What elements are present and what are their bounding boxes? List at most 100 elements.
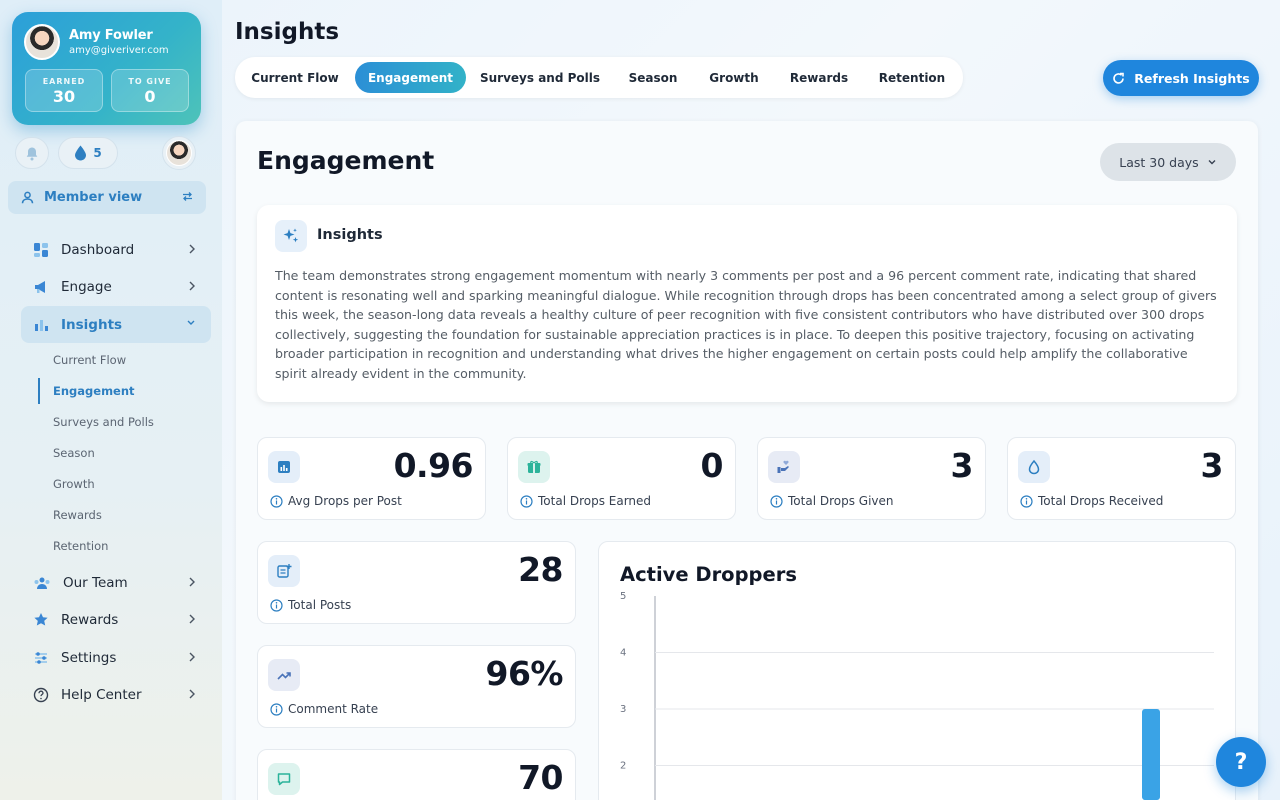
nav-settings[interactable]: Settings	[21, 639, 211, 676]
mini-avatar	[166, 140, 192, 166]
notifications-button[interactable]	[15, 137, 49, 169]
chart-bar[interactable]	[1142, 709, 1160, 800]
y-tick-label: 3	[620, 704, 626, 715]
nav-help-center[interactable]: Help Center	[21, 676, 211, 713]
nav-our-team-label: Our Team	[63, 574, 128, 591]
earned-stat: EARNED 30	[25, 69, 103, 112]
sliders-icon	[35, 651, 47, 664]
profile-avatar-button[interactable]	[162, 136, 196, 170]
tab-rewards[interactable]: Rewards	[789, 70, 849, 85]
subnav-rewards[interactable]: Rewards	[53, 508, 102, 522]
nav-help-center-label: Help Center	[61, 686, 142, 703]
to-give-stat: TO GIVE 0	[111, 69, 189, 112]
chevron-down-icon	[1208, 160, 1216, 165]
user-name: Amy Fowler	[69, 28, 153, 43]
kpi-drops-earned-label: Total Drops Earned	[538, 494, 652, 508]
info-icon[interactable]	[270, 702, 283, 716]
megaphone-icon	[35, 280, 45, 293]
chart-icon	[268, 451, 300, 483]
tab-growth[interactable]: Growth	[709, 70, 759, 85]
info-icon[interactable]	[770, 494, 783, 508]
kpi-total-posts-caption: Total Posts	[270, 598, 351, 612]
refresh-insights-button[interactable]: Refresh Insights	[1103, 60, 1259, 96]
drops-button[interactable]: 5	[58, 137, 118, 169]
nav-dashboard-label: Dashboard	[61, 241, 135, 258]
kpi-drops-given-value: 3	[950, 446, 974, 485]
sidebar: Amy Fowler amy@giveriver.com EARNED 30 T…	[0, 0, 222, 800]
nav-settings-label: Settings	[61, 649, 117, 666]
give-hand-icon	[768, 451, 800, 483]
tab-current-flow[interactable]: Current Flow	[251, 70, 339, 85]
drops-count: 5	[93, 146, 102, 160]
kpi-drops-earned-caption: Total Drops Earned	[520, 494, 651, 508]
nav-insights-label: Insights	[61, 316, 123, 333]
chevron-down-icon	[187, 320, 195, 325]
swap-icon	[183, 192, 192, 201]
kpi-comments-value: 70	[518, 758, 563, 797]
subnav-retention[interactable]: Retention	[53, 539, 109, 553]
chevron-right-icon	[189, 614, 195, 624]
info-icon[interactable]	[270, 598, 283, 612]
subnav-current-flow[interactable]: Current Flow	[53, 353, 127, 367]
panel-title: Engagement	[257, 146, 435, 175]
nav-engage[interactable]: Engage	[21, 268, 211, 305]
insights-title: Insights	[317, 227, 383, 243]
kpi-drops-earned-value: 0	[700, 446, 724, 485]
person-icon	[21, 191, 34, 204]
help-button[interactable]: ?	[1216, 737, 1266, 787]
nav-dashboard[interactable]: Dashboard	[21, 231, 211, 268]
member-view-label: Member view	[44, 190, 143, 205]
user-email: amy@giveriver.com	[69, 45, 169, 56]
chevron-right-icon	[189, 281, 195, 291]
gift-icon	[518, 451, 550, 483]
chevron-right-icon	[189, 652, 195, 662]
date-range-value: Last 30 days	[1119, 154, 1199, 170]
kpi-comment-rate-value: 96%	[485, 654, 564, 693]
insights-text: The team demonstrates strong engagement …	[275, 268, 1217, 381]
bell-icon	[26, 147, 38, 160]
subnav-season[interactable]: Season	[53, 446, 95, 460]
kpi-drops-received-label: Total Drops Received	[1038, 494, 1164, 508]
kpi-drops-given-label: Total Drops Given	[788, 494, 894, 508]
refresh-label: Refresh Insights	[1134, 70, 1250, 86]
sparkles-icon	[275, 220, 307, 252]
earned-label: EARNED	[42, 77, 86, 86]
tab-surveys-polls[interactable]: Surveys and Polls	[479, 70, 601, 85]
subnav-growth[interactable]: Growth	[53, 477, 95, 491]
subnav-surveys-polls[interactable]: Surveys and Polls	[53, 415, 154, 429]
page-title: Insights	[235, 19, 340, 45]
kpi-drops-given: 3 Total Drops Given	[757, 437, 986, 520]
info-icon[interactable]	[270, 494, 283, 508]
info-icon[interactable]	[1020, 494, 1033, 508]
subnav-engagement[interactable]: Engagement	[38, 378, 198, 404]
kpi-total-posts-value: 28	[518, 550, 563, 589]
kpi-drops-received: 3 Total Drops Received	[1007, 437, 1236, 520]
nav-insights[interactable]: Insights	[21, 306, 211, 343]
date-range-select[interactable]: Last 30 days	[1100, 143, 1236, 181]
kpi-avg-drops-caption: Avg Drops per Post	[270, 494, 402, 508]
chevron-right-icon	[189, 689, 195, 699]
star-badge-icon	[34, 612, 48, 625]
kpi-drops-received-caption: Total Drops Received	[1020, 494, 1163, 508]
earned-value: 30	[52, 87, 76, 106]
insights-card	[257, 205, 1237, 402]
active-droppers-chart: 5 4 3 2	[620, 591, 1214, 800]
tab-retention[interactable]: Retention	[878, 70, 946, 85]
member-view-toggle[interactable]: Member view	[8, 181, 206, 214]
kpi-drops-given-caption: Total Drops Given	[770, 494, 894, 508]
chevron-right-icon	[189, 577, 195, 587]
kpi-comments: 70	[257, 749, 576, 800]
chart-title: Active Droppers	[620, 563, 797, 586]
refresh-icon	[1113, 72, 1125, 84]
tab-season[interactable]: Season	[628, 70, 678, 85]
kpi-drops-earned: 0 Total Drops Earned	[507, 437, 736, 520]
bar-chart-icon	[35, 319, 48, 331]
nav-engage-label: Engage	[61, 278, 112, 295]
drop-icon	[75, 145, 87, 161]
nav-rewards[interactable]: Rewards	[21, 601, 211, 638]
info-icon[interactable]	[520, 494, 533, 508]
nav-our-team[interactable]: Our Team	[21, 564, 211, 601]
profile-card[interactable]: Amy Fowler amy@giveriver.com EARNED 30 T…	[12, 12, 201, 125]
tab-engagement[interactable]: Engagement	[355, 62, 466, 93]
team-icon	[34, 577, 50, 589]
